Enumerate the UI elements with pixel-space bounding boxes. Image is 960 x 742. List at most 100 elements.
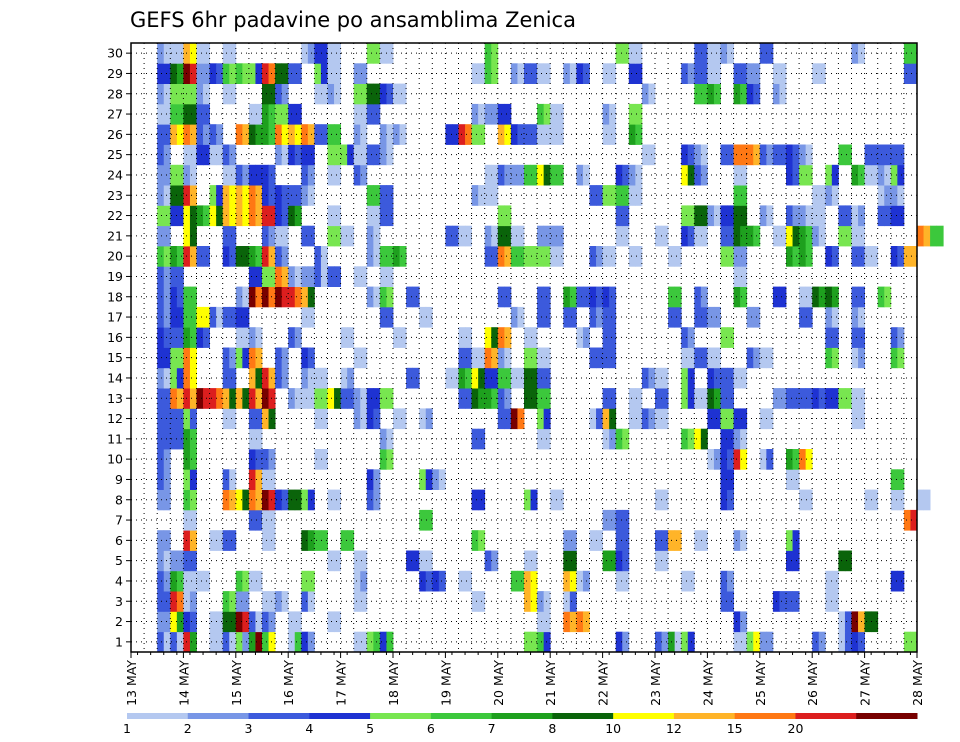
heatmap-cell — [491, 347, 499, 369]
legend-swatch — [127, 713, 189, 719]
heatmap-cell — [242, 388, 250, 409]
x-tick-label: 17 MAY — [334, 660, 349, 706]
heatmap-cell — [163, 83, 171, 105]
heatmap-cell — [255, 205, 263, 227]
heatmap-cell — [825, 327, 833, 348]
heatmap-cell — [890, 205, 898, 227]
legend-swatch — [491, 713, 553, 719]
heatmap-cell — [189, 83, 197, 105]
heatmap-cell — [353, 266, 361, 287]
heatmap-cell — [268, 63, 276, 84]
heatmap-cell — [786, 388, 793, 409]
heatmap-cell — [163, 489, 171, 511]
heatmap-cell — [445, 225, 453, 247]
heatmap-cell — [831, 286, 839, 308]
heatmap-cell — [851, 164, 859, 186]
heatmap-cell — [504, 408, 512, 430]
heatmap-cell — [759, 347, 767, 369]
heatmap-cell — [268, 83, 276, 105]
heatmap-cell — [170, 205, 178, 227]
heatmap-cell — [831, 246, 839, 267]
heatmap-cell — [694, 388, 702, 409]
y-tick-label: 1 — [115, 634, 123, 649]
heatmap-cell — [366, 185, 374, 206]
heatmap-cell — [451, 367, 459, 389]
heatmap-cell — [655, 388, 662, 409]
heatmap-cell — [818, 631, 826, 653]
heatmap-cell — [242, 489, 250, 511]
heatmap-cell — [661, 367, 669, 389]
heatmap-cell — [157, 306, 165, 328]
heatmap-cell — [189, 225, 197, 247]
heatmap-cell — [622, 530, 630, 551]
heatmap-cell — [366, 83, 374, 105]
heatmap-cell — [890, 246, 898, 267]
heatmap-cell — [609, 286, 617, 308]
heatmap-cell — [157, 570, 165, 592]
heatmap-cell — [235, 327, 243, 348]
heatmap-cell — [550, 225, 558, 247]
heatmap-cell — [799, 449, 807, 470]
heatmap-cell — [471, 591, 479, 612]
heatmap-cell — [727, 388, 734, 409]
heatmap-cell — [530, 388, 538, 409]
heatmap-cell — [366, 631, 374, 653]
heatmap-cell — [294, 144, 302, 166]
heatmap-cell — [746, 347, 754, 369]
heatmap-cell — [281, 205, 289, 227]
heatmap-cell — [170, 185, 178, 206]
heatmap-cell — [700, 347, 708, 369]
heatmap-cell — [163, 428, 171, 450]
y-tick-label: 24 — [107, 167, 123, 182]
heatmap-cell — [655, 631, 662, 653]
heatmap-cell — [281, 103, 289, 125]
heatmap-cell — [720, 489, 728, 511]
heatmap-cell — [779, 144, 787, 166]
heatmap-cell — [576, 570, 584, 592]
legend-label: 7 — [488, 721, 496, 736]
heatmap-cell — [609, 408, 617, 430]
heatmap-cell — [766, 43, 774, 64]
heatmap-cell — [163, 185, 171, 206]
heatmap-cell — [550, 103, 558, 125]
heatmap-cell — [517, 225, 525, 247]
heatmap-cell — [386, 388, 394, 409]
heatmap-cell — [812, 63, 820, 84]
heatmap-cell — [347, 225, 355, 247]
heatmap-cell — [805, 225, 813, 247]
heatmap-cell — [320, 408, 328, 430]
heatmap-cell — [255, 570, 263, 592]
heatmap-cell — [609, 388, 617, 409]
heatmap-cell — [176, 611, 184, 633]
heatmap-cell — [334, 83, 341, 105]
heatmap-cell — [628, 408, 636, 430]
heatmap-cell — [301, 570, 309, 592]
heatmap-cell — [897, 570, 905, 592]
heatmap-cell — [189, 570, 197, 592]
heatmap-cell — [720, 469, 728, 490]
heatmap-cell — [379, 83, 387, 105]
heatmap-cell — [235, 489, 243, 511]
heatmap-cell — [196, 63, 204, 84]
heatmap-cell — [740, 63, 748, 84]
heatmap-cell — [334, 225, 341, 247]
heatmap-cell — [491, 327, 499, 348]
heatmap-cell — [255, 509, 263, 531]
heatmap-cell — [379, 631, 387, 653]
heatmap-cell — [157, 63, 165, 84]
heatmap-cell — [255, 327, 263, 348]
heatmap-cell — [327, 489, 335, 511]
heatmap-cell — [281, 286, 289, 308]
heatmap-cell — [209, 185, 217, 206]
heatmap-cell — [491, 550, 499, 572]
heatmap-cell — [242, 327, 250, 348]
heatmap-cell — [176, 205, 184, 227]
heatmap-cell — [884, 164, 892, 186]
heatmap-cell — [851, 327, 859, 348]
heatmap-cell — [799, 225, 807, 247]
heatmap-cell — [320, 367, 328, 389]
heatmap-cell — [786, 225, 793, 247]
heatmap-cell — [406, 550, 414, 572]
heatmap-cell — [805, 449, 813, 470]
heatmap-cell — [733, 83, 741, 105]
